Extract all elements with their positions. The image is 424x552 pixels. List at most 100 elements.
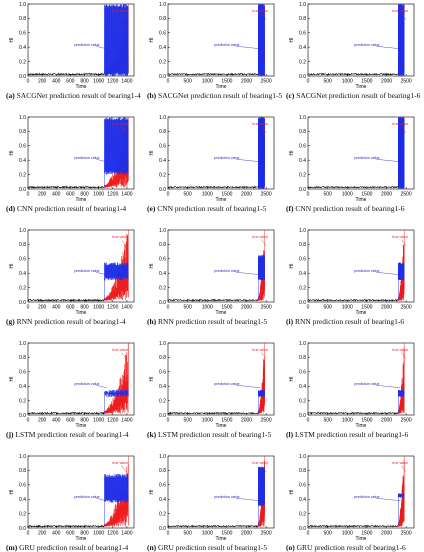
plot-frame: [307, 455, 415, 529]
y-tick-label: 0.6: [299, 257, 306, 263]
caption-letter: (l): [286, 430, 294, 439]
y-tick-label: 0.2: [19, 285, 26, 291]
caption-text: LSTM prediction result of bearing1-5: [156, 430, 272, 439]
caption-letter: (n): [147, 543, 157, 552]
x-tick-label: 1000: [202, 418, 213, 424]
x-tick-label: 500: [323, 79, 332, 85]
y-tick-label: 0.6: [299, 370, 306, 376]
true-value-series: [398, 343, 405, 414]
x-tick-label: 400: [52, 79, 61, 85]
caption-letter: (e): [147, 204, 156, 213]
plot-frame: [167, 455, 275, 529]
caption-text: GRU prediction result of bearing1-5: [156, 543, 268, 552]
y-tick-label: 0.6: [159, 370, 166, 376]
x-tick-label: 2500: [401, 305, 412, 311]
x-tick-label: 0: [167, 79, 170, 85]
y-tick-label: 1.0: [19, 341, 26, 347]
y-tick-label: 0.2: [299, 511, 306, 517]
x-tick-label: 2000: [381, 305, 392, 311]
y-axis-label: HI: [289, 490, 295, 495]
y-tick-label: 0.4: [159, 384, 166, 390]
baseline-series: [307, 298, 399, 302]
x-tick-label: 2500: [401, 531, 412, 537]
y-tick-label: 0.4: [19, 497, 26, 503]
caption-i: (i) RNN prediction result of bearing1-6: [286, 317, 404, 326]
true-value-label: true value: [252, 9, 268, 13]
x-tick-label: 0: [27, 192, 30, 198]
x-axis-label: Time: [356, 536, 367, 542]
x-tick-label: 0: [27, 79, 30, 85]
y-tick-label: 0.8: [299, 468, 306, 474]
true-value-label: true value: [112, 9, 128, 13]
x-tick-label: 600: [66, 418, 75, 424]
y-tick-label: 0.6: [299, 144, 306, 150]
x-tick-label: 500: [323, 192, 332, 198]
x-axis-label: Time: [356, 197, 367, 203]
y-axis-label: HI: [289, 377, 295, 382]
y-tick-label: 0.6: [159, 483, 166, 489]
true-value-arrow: [121, 465, 127, 473]
x-tick-label: 1000: [93, 418, 104, 424]
y-tick-label: 0.4: [299, 497, 306, 503]
x-tick-label: 800: [80, 418, 89, 424]
plot-frame: [307, 342, 415, 416]
y-tick-label: 0.0: [19, 413, 26, 419]
y-tick-label: 0.4: [299, 271, 306, 277]
chart-o: 0.0 0.2 0.4 0.6 0.8 1.0 0 500 1000 1500 2000 2500 Ti…: [289, 454, 415, 542]
true-value-arrow: [121, 13, 127, 21]
plot-frame: [27, 455, 135, 529]
baseline-series: [27, 185, 105, 190]
caption-text: CNN prediction result of bearing1-6: [293, 204, 405, 213]
prediction-series: [258, 4, 265, 76]
x-tick-label: 1500: [361, 305, 372, 311]
y-axis-label: HI: [289, 264, 295, 269]
y-tick-label: 0.0: [159, 74, 166, 80]
y-tick-label: 0.8: [159, 16, 166, 22]
true-value-arrow: [401, 126, 407, 134]
x-tick-label: 2000: [381, 531, 392, 537]
x-tick-label: 1400: [121, 305, 132, 311]
y-tick-label: 1.0: [19, 228, 26, 234]
y-tick-label: 1.0: [159, 454, 166, 460]
prediction-value-arrow: [96, 498, 107, 501]
x-tick-label: 0: [307, 192, 310, 198]
y-tick-label: 0.0: [299, 300, 306, 306]
x-tick-label: 200: [38, 531, 47, 537]
y-tick-label: 0.4: [159, 497, 166, 503]
prediction-series: [104, 262, 129, 300]
x-tick-label: 2000: [381, 192, 392, 198]
plot-frame: [27, 116, 135, 190]
prediction-value-arrow: [96, 385, 107, 388]
y-axis-label: HI: [149, 377, 155, 382]
plot-frame: [167, 3, 275, 77]
x-axis-label: Time: [216, 310, 227, 316]
y-tick-label: 0.8: [19, 355, 26, 361]
y-tick-label: 1.0: [19, 2, 26, 8]
prediction-value-label: prediction value: [74, 495, 99, 499]
x-axis-label: Time: [76, 536, 87, 542]
caption-letter: (g): [6, 317, 15, 326]
caption-text: RNN prediction result of bearing1-6: [293, 317, 405, 326]
x-tick-label: 1500: [221, 192, 232, 198]
y-tick-label: 1.0: [159, 115, 166, 121]
true-value-label: true value: [392, 122, 408, 126]
y-tick-label: 1.0: [299, 341, 306, 347]
caption-k: (k) LSTM prediction result of bearing1-5: [147, 430, 271, 439]
y-tick-label: 0.0: [159, 187, 166, 193]
prediction-value-label: prediction value: [354, 156, 379, 160]
x-tick-label: 1000: [342, 192, 353, 198]
x-tick-label: 500: [323, 531, 332, 537]
prediction-value-label: prediction value: [214, 495, 239, 499]
caption-o: (o) GRU prediction result of bearing1-6: [286, 543, 406, 552]
x-tick-label: 1000: [93, 192, 104, 198]
y-tick-label: 1.0: [19, 115, 26, 121]
y-axis-label: HI: [9, 38, 15, 43]
caption-text: RNN prediction result of bearing1-5: [156, 317, 268, 326]
chart-h: 0.0 0.2 0.4 0.6 0.8 1.0 0 500 1000 1500 2000 2500 Ti…: [149, 228, 275, 316]
caption-text: RNN prediction result of bearing1-4: [14, 317, 126, 326]
y-tick-label: 0.4: [159, 158, 166, 164]
y-tick-label: 1.0: [159, 341, 166, 347]
caption-letter: (f): [286, 204, 294, 213]
x-tick-label: 200: [38, 418, 47, 424]
